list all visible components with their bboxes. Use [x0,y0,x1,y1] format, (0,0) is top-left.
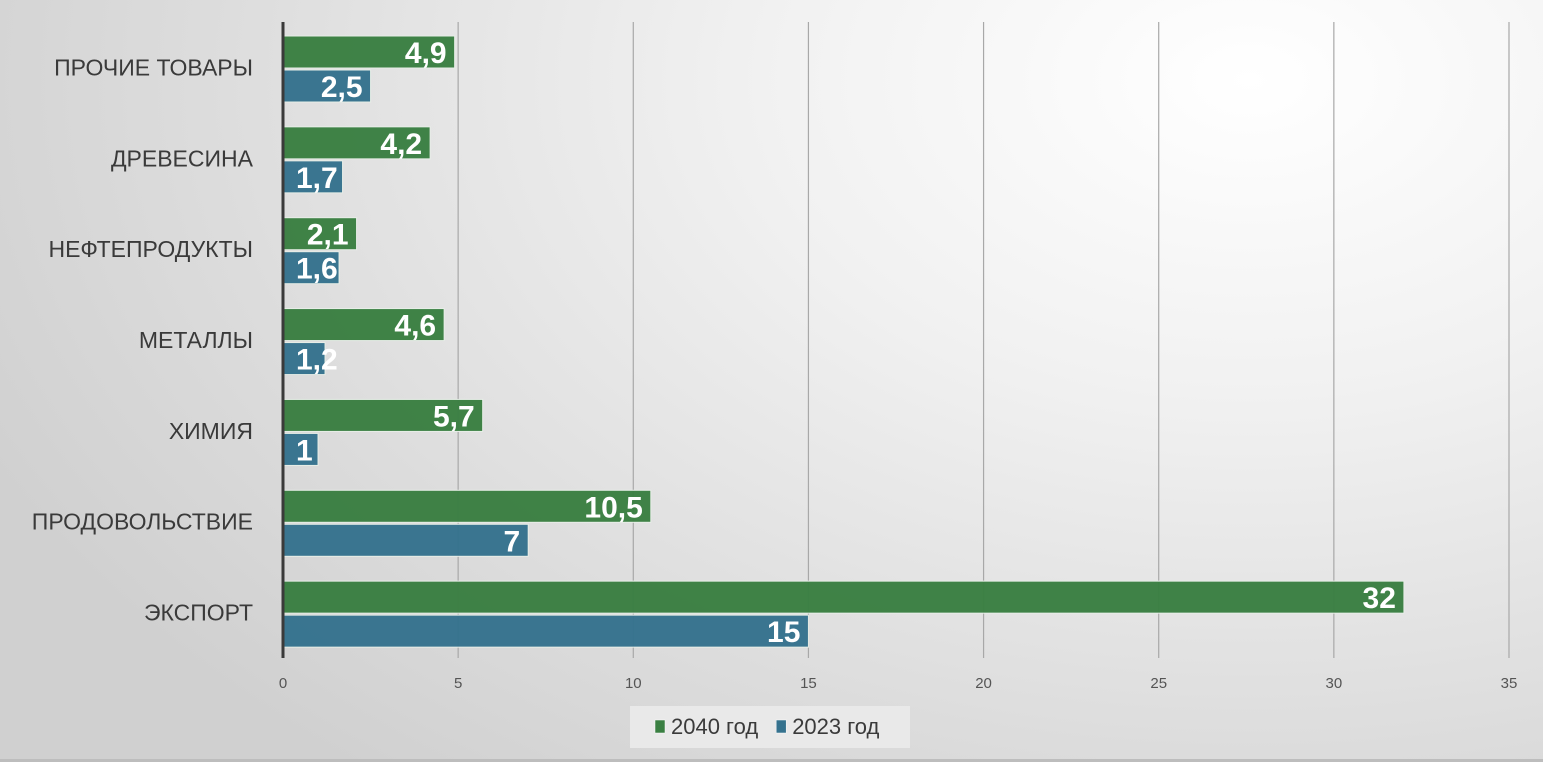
x-tick-label: 10 [625,675,642,692]
data-label: 10,5 [584,491,642,524]
category-label: ДРЕВЕСИНА [111,145,254,171]
bar-2023 [282,432,319,466]
legend-box [630,706,910,748]
category-label: НЕФТЕПРОДУКТЫ [48,236,253,262]
category-label: ПРОЧИЕ ТОВАРЫ [54,54,253,80]
bar-2040 [282,217,358,251]
x-tick-label: 30 [1326,675,1343,692]
data-label: 4,9 [405,37,447,70]
data-label: 1 [296,434,313,467]
data-label: 7 [504,525,521,558]
x-tick-label: 15 [800,675,817,692]
data-label: 1,7 [296,162,338,195]
bar-2040 [282,35,456,69]
bar-2040 [282,308,445,342]
bar-2023 [282,614,809,648]
data-label: 32 [1363,582,1396,615]
bar-2023 [282,342,326,376]
data-label: 1,6 [296,253,338,286]
x-tick-label: 20 [975,675,992,692]
bar-2023 [282,160,344,194]
data-label: 4,2 [380,128,422,161]
category-label: МЕТАЛЛЫ [139,327,253,353]
category-label: ХИМИЯ [169,418,253,444]
data-label: 5,7 [433,400,475,433]
bar-2040 [282,126,431,160]
data-label: 2,5 [321,71,363,104]
data-label: 15 [767,616,800,649]
bar-2040 [282,580,1405,614]
x-tick-label: 35 [1501,675,1518,692]
category-label: ЭКСПОРТ [144,600,253,626]
x-tick-label: 0 [279,675,287,692]
legend-swatch-2023 [775,719,787,734]
data-label: 4,6 [394,310,436,343]
x-tick-label: 25 [1150,675,1167,692]
data-label: 2,1 [307,219,349,252]
bar-2040 [282,398,484,432]
data-label: 1,2 [296,344,338,377]
bar-2023 [282,523,529,557]
legend-label: 2023 год [792,714,879,739]
category-label: ПРОДОВОЛЬСТВИЕ [32,509,253,535]
legend-swatch-2040 [654,719,666,734]
x-tick-label: 5 [454,675,462,692]
bar-2023 [282,251,340,285]
legend-label: 2040 год [671,714,758,739]
bar-2023 [282,69,372,103]
